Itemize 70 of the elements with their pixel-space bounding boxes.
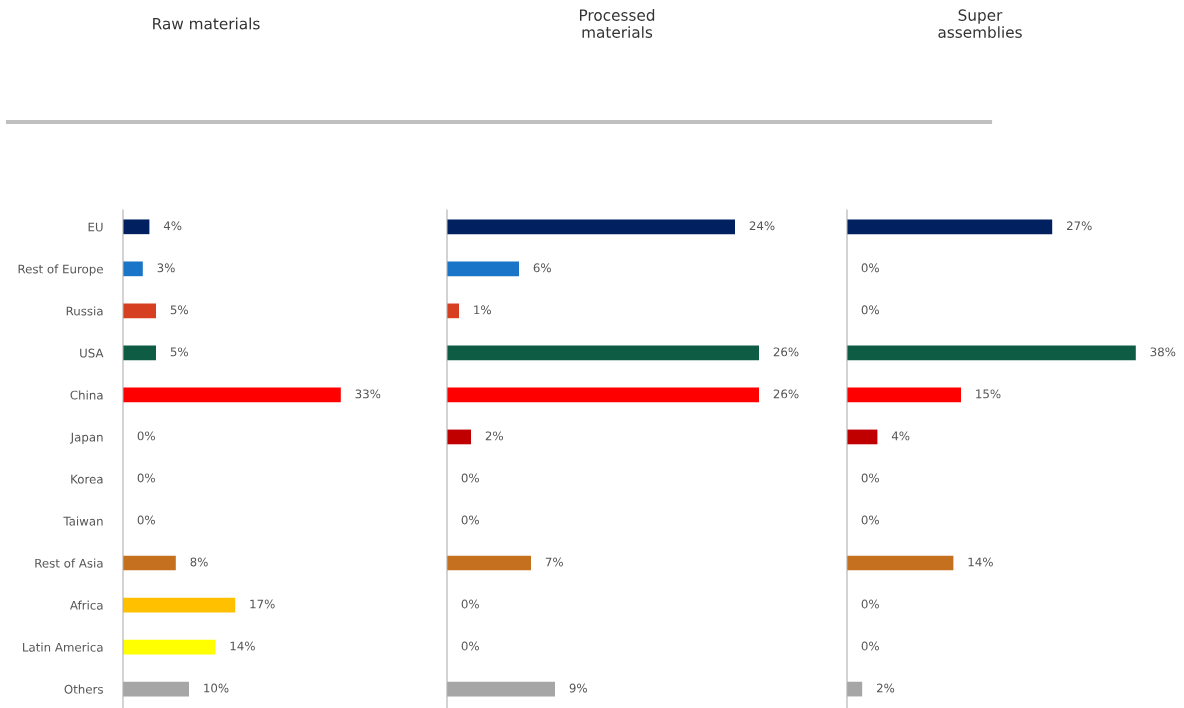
data-label: 0% (137, 431, 155, 441)
data-label: 27% (1066, 221, 1092, 231)
bar (847, 219, 1053, 235)
bar (123, 345, 156, 361)
bar (847, 345, 1136, 361)
bar (847, 387, 961, 403)
bar (447, 429, 471, 445)
data-label: 0% (861, 473, 879, 483)
bar (123, 387, 341, 403)
data-label: 24% (749, 221, 775, 231)
chart-title: Processed materials (579, 9, 655, 38)
bar (123, 555, 176, 571)
data-label: 2% (876, 683, 895, 693)
chart-title: Super assemblies (938, 9, 1022, 38)
data-label: 9% (569, 683, 587, 693)
data-label: 6% (533, 263, 551, 273)
y-tick-label: China (70, 390, 103, 400)
data-label: 0% (461, 473, 479, 483)
data-label: 4% (163, 221, 182, 231)
data-label: 26% (773, 389, 799, 399)
data-label: 0% (137, 473, 155, 483)
data-label: 38% (1150, 347, 1176, 357)
data-label: 17% (250, 599, 275, 609)
bar (447, 387, 759, 403)
y-tick-label: Africa (69, 600, 103, 610)
data-label: 7% (545, 557, 563, 567)
y-tick-label: Rest of Europe (18, 264, 103, 276)
bar (447, 345, 759, 361)
data-label: 4% (891, 431, 910, 441)
bar (447, 261, 519, 277)
y-tick-label: Japan (70, 432, 103, 444)
bar (447, 219, 735, 235)
y-tick-label: Rest of Asia (35, 558, 103, 568)
data-label: 0% (861, 599, 879, 609)
data-label: 2% (485, 431, 503, 441)
bar (447, 555, 531, 571)
bar (123, 303, 156, 319)
data-label: 14% (230, 641, 255, 651)
data-label: 8% (190, 557, 208, 567)
data-label: 0% (461, 599, 479, 609)
data-label: 5% (170, 347, 188, 357)
y-tick-label: Taiwan (63, 516, 103, 526)
data-label: 0% (861, 305, 879, 315)
data-label: 10% (204, 683, 229, 693)
data-label: 14% (968, 557, 993, 567)
bar (847, 429, 878, 445)
data-label: 0% (461, 641, 479, 651)
data-label: 5% (170, 305, 188, 315)
data-label: 26% (773, 347, 799, 357)
data-label: 0% (461, 515, 479, 525)
y-tick-label: Latin America (23, 642, 103, 652)
bar (123, 261, 143, 277)
data-label: 1% (474, 305, 491, 315)
y-tick-label: Others (64, 684, 103, 694)
y-tick-label: Korea (71, 474, 103, 484)
data-label: 3% (157, 263, 175, 273)
data-label: 0% (861, 263, 879, 273)
data-label: 0% (137, 515, 155, 525)
bar (123, 597, 236, 613)
bar (847, 555, 954, 571)
data-label: 15% (976, 389, 1001, 399)
bar (123, 639, 216, 655)
chart-title: Raw materials (153, 17, 260, 30)
y-tick-label: Russia (66, 306, 103, 316)
data-label: 0% (861, 641, 879, 651)
data-label: 0% (861, 515, 879, 525)
data-label: 33% (355, 389, 381, 399)
y-tick-label: EU (88, 222, 103, 232)
y-tick-label: USA (80, 348, 104, 358)
bar (123, 219, 150, 235)
